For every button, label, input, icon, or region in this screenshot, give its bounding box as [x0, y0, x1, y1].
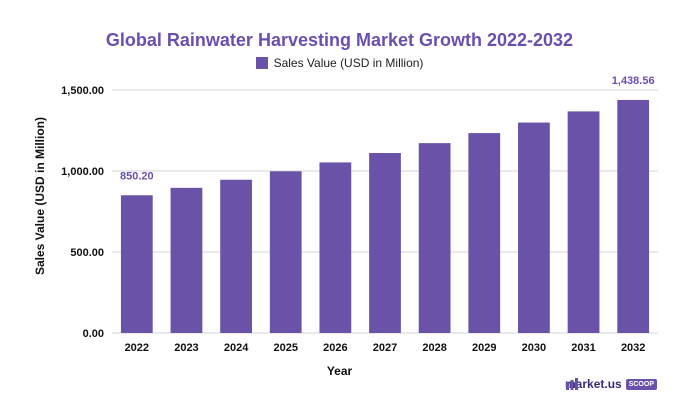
bar-2027 [369, 153, 401, 333]
data-label: 1,438.56 [612, 75, 655, 87]
brand-mark-icon [566, 378, 578, 390]
legend: Sales Value (USD in Million) [0, 56, 679, 70]
x-tick-label: 2032 [621, 342, 645, 354]
bar-2031 [567, 111, 600, 333]
legend-swatch [255, 57, 268, 69]
y-tick-label: 1,000.00 [61, 166, 104, 178]
x-tick-label: 2029 [472, 342, 496, 354]
y-tick-label: 1,500.00 [61, 85, 104, 97]
x-tick-label: 2027 [373, 342, 397, 354]
y-tick-label: 500.00 [70, 247, 104, 259]
x-tick-label: 2028 [422, 342, 446, 354]
x-tick-label: 2023 [174, 342, 198, 354]
bar-2023 [170, 187, 203, 333]
bar-2028 [418, 143, 451, 333]
x-tick-label: 2025 [273, 342, 297, 354]
bar-2025 [269, 171, 302, 333]
chart-title: Global Rainwater Harvesting Market Growt… [105, 30, 574, 50]
x-tick-label: 2024 [224, 342, 249, 354]
x-tick-label: 2022 [125, 342, 149, 354]
data-label: 850.20 [120, 170, 154, 182]
bar-2029 [468, 133, 501, 333]
x-tick-label: 2026 [323, 342, 347, 354]
x-tick-label: 2031 [571, 342, 595, 354]
legend-label: Sales Value (USD in Million) [273, 56, 424, 70]
brand-name: market.us [565, 377, 622, 391]
bar-2030 [518, 122, 550, 333]
bar-2026 [319, 162, 352, 333]
x-tick-label: 2030 [522, 342, 546, 354]
bar-2022 [120, 195, 153, 333]
bar-2024 [220, 179, 252, 333]
brand-badge: SCOOP [625, 378, 657, 390]
y-tick-label: 0.00 [83, 328, 104, 340]
x-axis-label: Year [326, 364, 353, 378]
brand-logo: market.us SCOOP [565, 377, 657, 391]
bar-2032 [617, 99, 650, 333]
